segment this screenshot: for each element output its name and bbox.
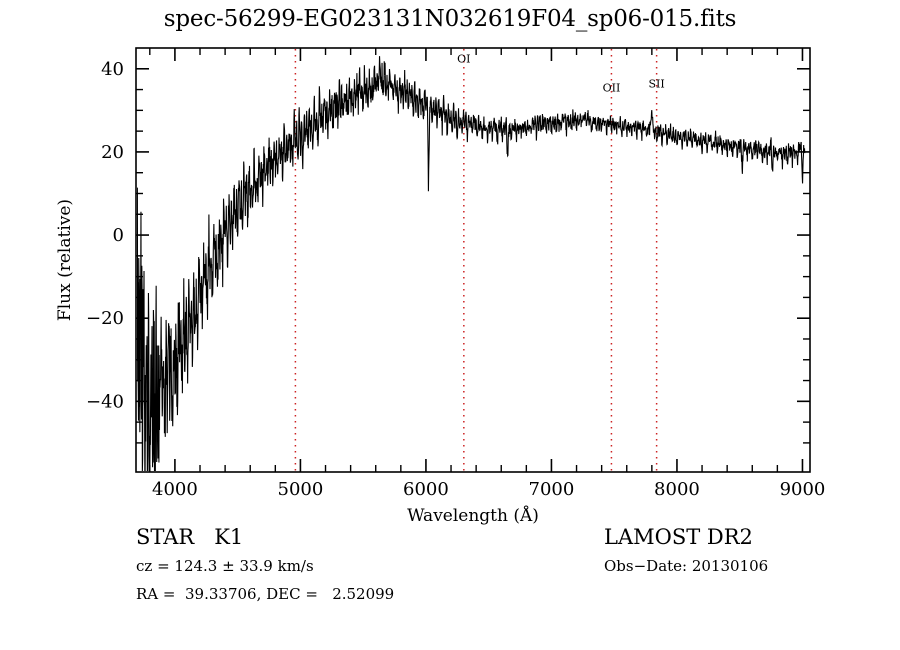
y-axis-ticks [136,67,810,444]
flux-trace [137,56,806,471]
y-axis-title: Flux (relative) [55,199,75,321]
x-tick-label: 5000 [278,479,324,500]
y-tick-label: 40 [101,59,124,80]
x-tick-label: 7000 [529,479,575,500]
y-axis-tick-labels: 40 20 0 −20 −40 [86,59,124,413]
metadata-footer: STAR K1 cz = 124.3 ± 33.9 km/s RA = 39.3… [0,527,900,650]
spectral-line-label: OI [457,53,470,66]
redshift-velocity-line: cz = 124.3 ± 33.9 km/s [136,557,314,575]
y-tick-label: 20 [101,142,124,163]
coordinates-line: RA = 39.33706, DEC = 2.52099 [136,585,395,603]
y-tick-label: −40 [86,391,124,412]
flux-polyline [137,56,806,471]
spectral-line-label: SII [649,78,665,91]
x-axis-title: Wavelength (Å) [407,505,539,526]
object-class-line: STAR K1 [136,525,244,549]
survey-info-block: LAMOST DR2 Obs−Date: 20130106 [604,527,894,587]
y-tick-label: −20 [86,308,124,329]
spectral-line-labels: OI OII SII [457,53,665,95]
spectral-line-label: OII [603,82,621,95]
x-tick-label: 4000 [152,479,198,500]
object-info-block: STAR K1 cz = 124.3 ± 33.9 km/s RA = 39.3… [136,527,556,615]
survey-release-line: LAMOST DR2 [604,525,753,549]
observation-date-line: Obs−Date: 20130106 [604,557,769,575]
x-tick-label: 6000 [403,479,449,500]
x-tick-label: 9000 [780,479,826,500]
spectrum-chart: 4000 5000 6000 7000 8000 9000 40 20 0 −20 −40 OI O… [55,47,825,526]
page-title: spec-56299-EG023131N032619F04_sp06-015.f… [163,6,737,32]
x-tick-label: 8000 [654,479,700,500]
x-axis-tick-labels: 4000 5000 6000 7000 8000 9000 [152,479,825,500]
y-tick-label: 0 [113,225,124,246]
spectral-line-markers [294,49,658,471]
plot-frame [135,47,811,473]
x-axis-ticks [149,48,804,472]
